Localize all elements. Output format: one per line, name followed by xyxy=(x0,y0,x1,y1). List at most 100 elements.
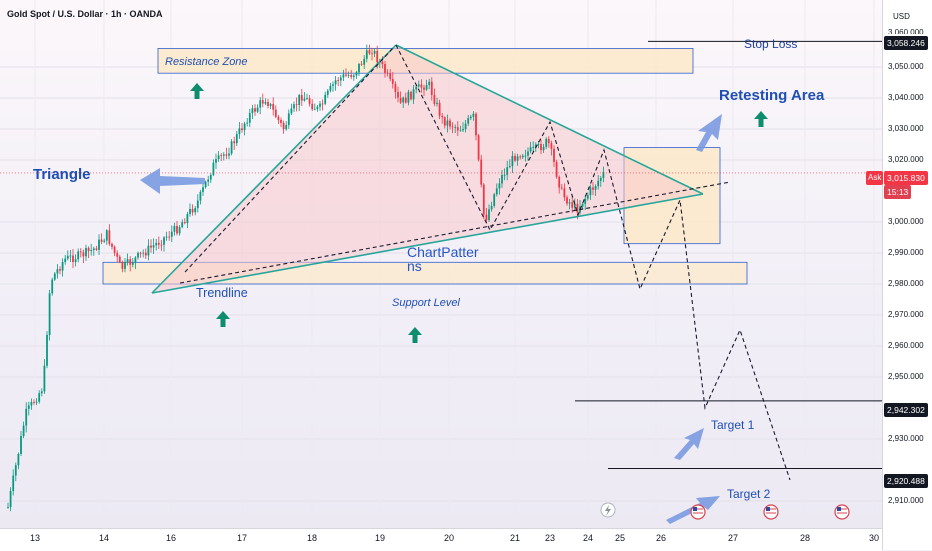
price-tick-label: 2,930.000 xyxy=(888,434,924,443)
up-candle xyxy=(163,237,165,245)
down-candle xyxy=(176,225,178,234)
up-candle xyxy=(352,75,355,77)
down-candle xyxy=(113,246,116,254)
stop-loss-price-tag: 3,058.246 xyxy=(884,36,928,50)
down-candle xyxy=(391,78,394,84)
time-tick-label: 16 xyxy=(165,533,177,543)
down-candle xyxy=(477,135,480,160)
up-candle xyxy=(597,180,600,187)
price-tick-label: 2,910.000 xyxy=(888,496,924,505)
up-candle xyxy=(27,405,30,409)
down-candle xyxy=(311,103,314,110)
up-candle xyxy=(358,63,360,73)
down-candle xyxy=(95,248,98,250)
up-candle xyxy=(12,475,15,491)
down-candle xyxy=(82,252,85,257)
down-candle xyxy=(456,127,459,131)
down-candle xyxy=(404,97,407,103)
down-candle xyxy=(576,203,579,213)
support-up-arrow xyxy=(408,327,422,343)
down-candle xyxy=(272,104,275,110)
price-tick-label: 3,030.000 xyxy=(888,124,924,133)
projected-path xyxy=(395,44,791,481)
current-price-tag: 3,015.830 xyxy=(884,171,928,185)
time-tick-label: 14 xyxy=(98,533,110,543)
up-candle xyxy=(222,154,225,156)
price-tick-label: 3,040.000 xyxy=(888,93,924,102)
up-candle xyxy=(64,258,67,263)
up-candle xyxy=(508,166,511,168)
up-candle xyxy=(365,50,368,59)
down-candle xyxy=(79,251,82,253)
down-candle xyxy=(441,115,444,118)
up-candle xyxy=(251,108,254,114)
price-axis[interactable] xyxy=(882,0,932,550)
candles xyxy=(7,44,605,512)
down-candle xyxy=(150,245,152,248)
down-candle xyxy=(443,117,446,126)
down-candle xyxy=(241,128,243,131)
up-candle xyxy=(212,162,215,175)
us-flag-canton xyxy=(693,507,697,511)
down-candle xyxy=(410,91,412,100)
price-tick-label: 2,980.000 xyxy=(888,279,924,288)
up-candle xyxy=(326,90,329,95)
up-candle xyxy=(35,401,38,403)
up-candle xyxy=(238,128,241,135)
down-candle xyxy=(430,81,433,95)
down-candle xyxy=(394,83,397,92)
up-candle xyxy=(165,236,168,238)
time-tick-label: 30 xyxy=(868,533,880,543)
up-candle xyxy=(194,208,197,213)
down-candle xyxy=(386,72,389,74)
support-level-label: Support Level xyxy=(392,297,460,309)
up-candle xyxy=(334,80,337,85)
up-candle xyxy=(534,144,537,148)
target1-price-tag: 2,942.302 xyxy=(884,403,928,417)
up-candle xyxy=(61,262,64,271)
down-candle xyxy=(563,188,566,198)
down-candle xyxy=(282,122,285,130)
up-candle xyxy=(516,156,519,161)
down-candle xyxy=(59,269,61,271)
up-candle xyxy=(259,100,262,108)
up-candle xyxy=(285,125,288,130)
down-candle xyxy=(111,243,113,247)
down-candle xyxy=(116,253,119,257)
up-candle xyxy=(537,143,540,145)
up-candle xyxy=(243,123,246,131)
time-tick-label: 28 xyxy=(799,533,811,543)
up-candle xyxy=(428,81,431,86)
down-candle xyxy=(371,53,373,55)
time-axis[interactable] xyxy=(0,528,882,551)
up-candle xyxy=(594,186,597,190)
down-candle xyxy=(183,222,186,224)
event-markers xyxy=(600,502,850,520)
trendline-up-arrow xyxy=(216,311,230,327)
down-candle xyxy=(592,187,594,190)
up-candle xyxy=(329,85,332,91)
down-candle xyxy=(376,50,379,63)
up-candle xyxy=(98,239,100,250)
up-candle xyxy=(186,213,189,224)
up-candle xyxy=(313,108,316,110)
price-tick-label: 2,960.000 xyxy=(888,341,924,350)
up-candle xyxy=(373,50,376,54)
down-candle xyxy=(108,230,111,244)
up-candle xyxy=(602,171,605,179)
chart-patterns-line1: ChartPatter xyxy=(407,244,479,260)
down-candle xyxy=(321,103,324,105)
up-candle xyxy=(9,490,12,508)
down-candle xyxy=(129,259,132,265)
countdown-tag: 15:13 xyxy=(884,185,912,199)
down-candle xyxy=(139,252,142,254)
up-candle xyxy=(17,453,20,466)
up-candle xyxy=(527,151,529,156)
down-candle xyxy=(475,113,477,136)
up-candle xyxy=(85,247,87,257)
down-candle xyxy=(87,247,90,252)
down-candle xyxy=(345,74,347,76)
up-candle xyxy=(506,167,509,175)
price-chart[interactable] xyxy=(0,0,882,528)
